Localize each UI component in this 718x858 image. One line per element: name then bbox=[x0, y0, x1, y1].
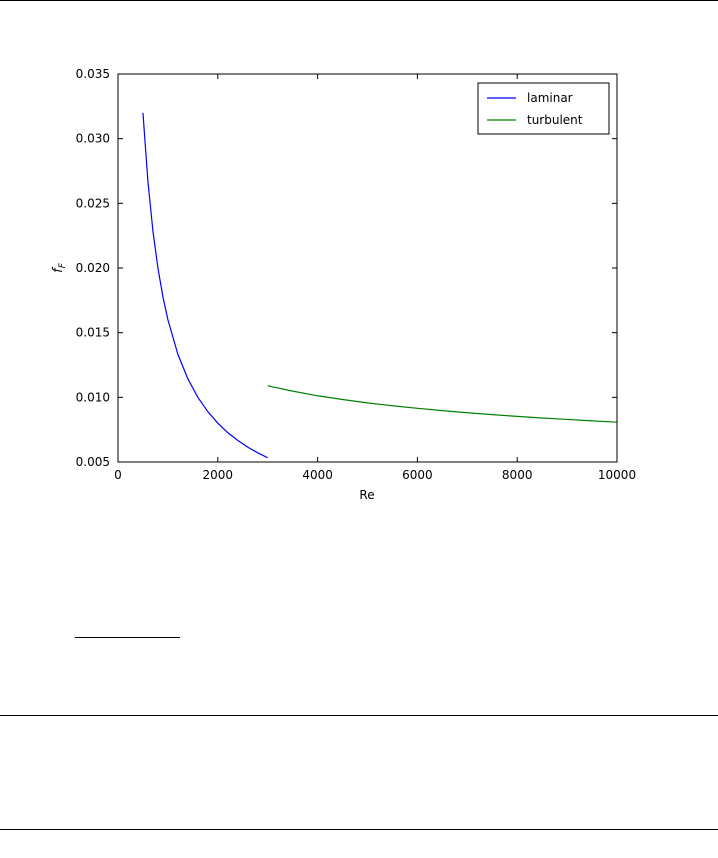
legend: laminar turbulent bbox=[477, 82, 610, 135]
x-tick-label: 8000 bbox=[502, 468, 533, 482]
series-line-laminar bbox=[142, 112, 268, 459]
x-tick-label: 0 bbox=[114, 468, 122, 482]
section-rule-upper bbox=[0, 715, 718, 716]
y-tick-label: 0.005 bbox=[76, 455, 110, 469]
x-tick-label: 2000 bbox=[203, 468, 234, 482]
y-tick-label: 0.010 bbox=[76, 390, 110, 404]
series-line-turbulent bbox=[267, 385, 618, 423]
top-rule bbox=[0, 0, 718, 1]
series-layer bbox=[142, 112, 618, 459]
y-tick-label: 0.025 bbox=[76, 196, 110, 210]
x-tick-label: 10000 bbox=[598, 468, 636, 482]
y-tick-label: 0.035 bbox=[76, 67, 110, 81]
y-tick-label: 0.015 bbox=[76, 326, 110, 340]
y-axis-label-subscript: F bbox=[58, 262, 68, 268]
x-axis-label: Re bbox=[359, 488, 374, 502]
legend-label-laminar: laminar bbox=[527, 91, 573, 105]
x-tick-label: 4000 bbox=[302, 468, 333, 482]
legend-label-turbulent: turbulent bbox=[527, 113, 583, 127]
friction-factor-chart: 0 2000 4000 6000 8000 10000 0.005 0.010 0.015 0.0… bbox=[51, 67, 636, 502]
y-axis-label: fF bbox=[51, 262, 68, 273]
y-tick-label: 0.020 bbox=[76, 261, 110, 275]
section-rule-lower bbox=[0, 829, 718, 830]
footnote-rule bbox=[75, 637, 180, 638]
ticks-layer: 0 2000 4000 6000 8000 10000 0.005 0.010 0.015 0.0… bbox=[76, 67, 636, 482]
y-tick-label: 0.030 bbox=[76, 132, 110, 146]
legend-box bbox=[477, 82, 610, 135]
x-tick-label: 6000 bbox=[402, 468, 433, 482]
y-axis-label-main: f bbox=[51, 266, 66, 273]
